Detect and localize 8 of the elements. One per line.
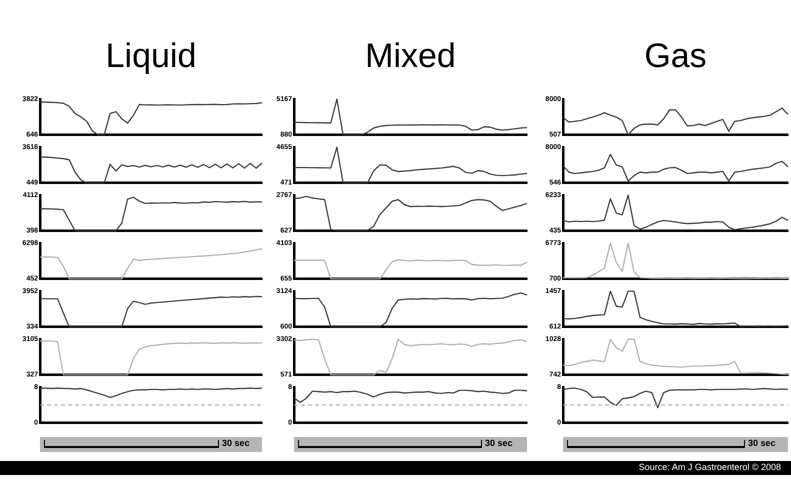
- footer-panel: Source: Am J Gastroenterol © 2008: [0, 461, 791, 475]
- ruler-strip: 30 sec: [563, 437, 788, 452]
- ruler-strip: 30 sec: [40, 437, 262, 452]
- source-note: Source: Am J Gastroenterol © 2008: [638, 462, 781, 472]
- chart-title: Gas: [643, 37, 708, 75]
- ruler-strip: 30 sec: [294, 437, 527, 452]
- chart-title: Mixed: [364, 37, 457, 75]
- chart-title: Liquid: [104, 37, 198, 75]
